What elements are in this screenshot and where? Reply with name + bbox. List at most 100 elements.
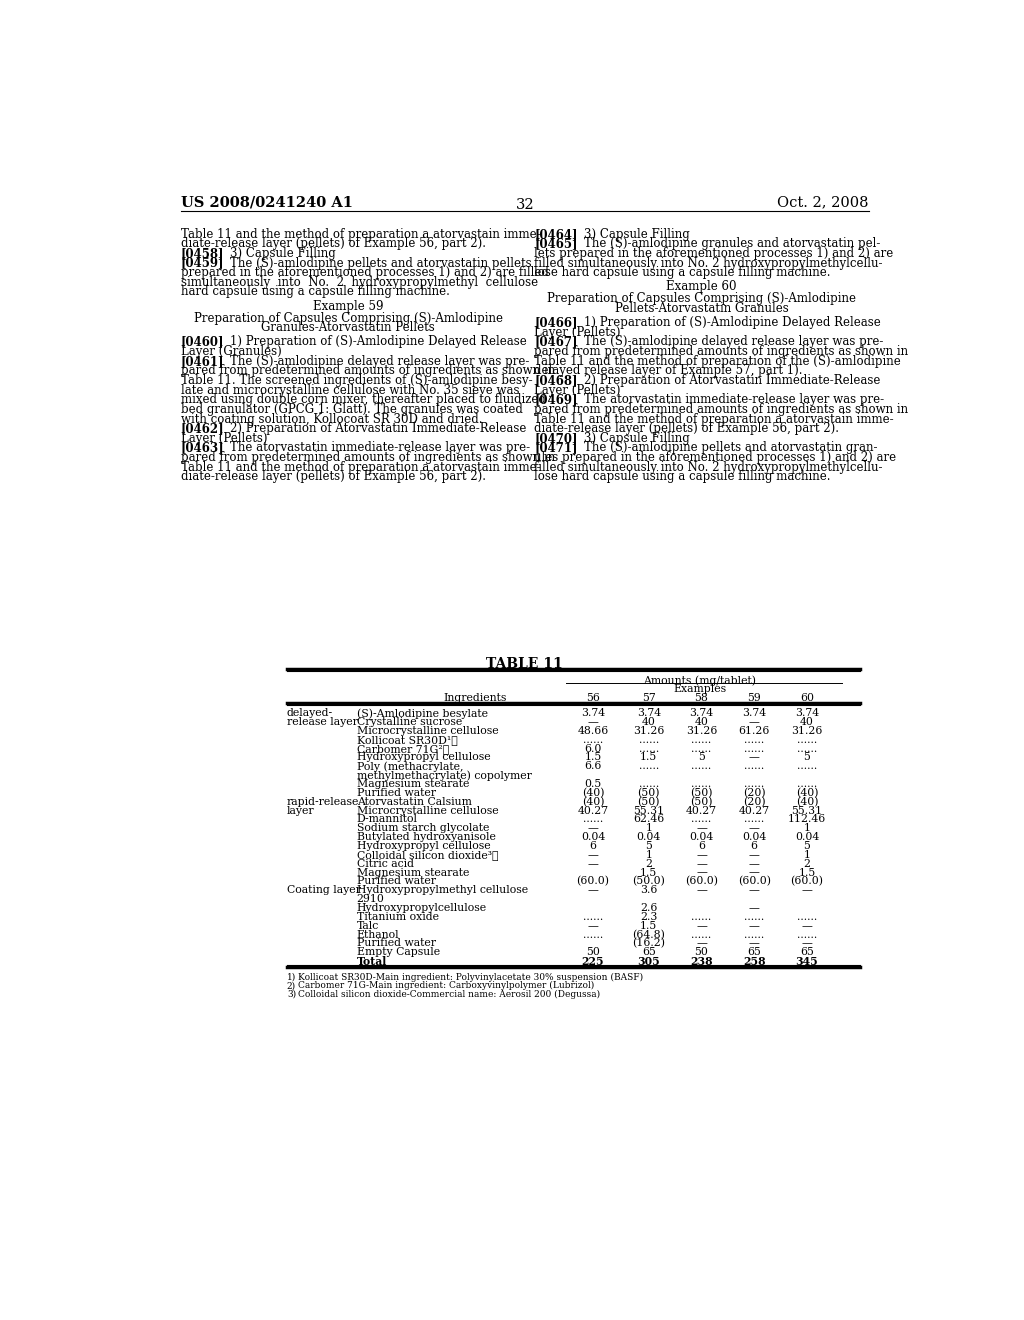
Text: 2: 2 bbox=[645, 859, 652, 869]
Text: —: — bbox=[749, 939, 760, 948]
Text: 1.5: 1.5 bbox=[640, 921, 657, 931]
Text: 1.5: 1.5 bbox=[585, 752, 602, 763]
Text: 225: 225 bbox=[582, 956, 604, 968]
Text: Example 59: Example 59 bbox=[313, 300, 383, 313]
Text: ......: ...... bbox=[583, 929, 603, 940]
Text: 40: 40 bbox=[642, 717, 655, 727]
Text: —: — bbox=[588, 717, 598, 727]
Text: 5: 5 bbox=[804, 841, 810, 851]
Text: 50: 50 bbox=[694, 948, 709, 957]
Text: Ingredients: Ingredients bbox=[443, 693, 507, 702]
Text: Kollicoat SR30D¹⧏: Kollicoat SR30D¹⧏ bbox=[356, 735, 458, 744]
Text: Table 11 and the method of preparation a atorvastain imme-: Table 11 and the method of preparation a… bbox=[180, 227, 541, 240]
Text: 0.04: 0.04 bbox=[581, 832, 605, 842]
Text: [0463]: [0463] bbox=[180, 441, 224, 454]
Text: ......: ...... bbox=[744, 814, 764, 825]
Text: —: — bbox=[696, 886, 707, 895]
Text: 238: 238 bbox=[690, 956, 713, 968]
Text: mixed using double corn mixer, thereafter placed to fluidized: mixed using double corn mixer, thereafte… bbox=[180, 393, 546, 407]
Text: 6: 6 bbox=[698, 841, 705, 851]
Text: delayed-: delayed- bbox=[287, 708, 333, 718]
Text: —: — bbox=[749, 886, 760, 895]
Text: Layer (Pellets): Layer (Pellets) bbox=[535, 384, 621, 396]
Text: (60.0): (60.0) bbox=[577, 876, 609, 887]
Text: Layer (Pellets): Layer (Pellets) bbox=[535, 326, 621, 339]
Text: —: — bbox=[802, 939, 812, 948]
Text: 6.6: 6.6 bbox=[585, 762, 602, 771]
Text: 345: 345 bbox=[796, 956, 818, 968]
Text: The atorvastatin immediate-release layer was pre-: The atorvastatin immediate-release layer… bbox=[568, 393, 884, 407]
Text: [0462]: [0462] bbox=[180, 422, 224, 436]
Text: (64.8): (64.8) bbox=[633, 929, 666, 940]
Text: 3) Capsule Filling: 3) Capsule Filling bbox=[568, 227, 689, 240]
Text: Hydroxypropylcellulose: Hydroxypropylcellulose bbox=[356, 903, 486, 913]
Text: 40: 40 bbox=[694, 717, 709, 727]
Text: Table 11 and the method of preparation of the (S)-amlodipine: Table 11 and the method of preparation o… bbox=[535, 355, 901, 368]
Text: —: — bbox=[802, 886, 812, 895]
Text: The atorvastatin immediate-release layer was pre-: The atorvastatin immediate-release layer… bbox=[215, 441, 530, 454]
Text: [0469]: [0469] bbox=[535, 393, 578, 407]
Text: Carbomer 71G²⧏: Carbomer 71G²⧏ bbox=[356, 743, 449, 754]
Text: Table 11. The screened ingredients of (S)-amlodipine besy-: Table 11. The screened ingredients of (S… bbox=[180, 374, 532, 387]
Text: ......: ...... bbox=[639, 762, 658, 771]
Text: [0464]: [0464] bbox=[535, 227, 578, 240]
Text: 1.5: 1.5 bbox=[799, 867, 815, 878]
Text: delayed release layer of Example 57, part 1).: delayed release layer of Example 57, par… bbox=[535, 364, 803, 378]
Text: ......: ...... bbox=[691, 814, 712, 825]
Text: 55.31: 55.31 bbox=[792, 805, 822, 816]
Text: 65: 65 bbox=[800, 948, 814, 957]
Text: Sodium starch glycolate: Sodium starch glycolate bbox=[356, 824, 489, 833]
Text: 6.0: 6.0 bbox=[585, 743, 602, 754]
Text: 3.74: 3.74 bbox=[795, 708, 819, 718]
Text: [0468]: [0468] bbox=[535, 374, 578, 387]
Text: Hydroxypropylmethyl cellulose: Hydroxypropylmethyl cellulose bbox=[356, 886, 527, 895]
Text: The (S)-amlodipine delayed release layer was pre-: The (S)-amlodipine delayed release layer… bbox=[568, 335, 883, 348]
Text: Talc: Talc bbox=[356, 921, 379, 931]
Text: [0461]: [0461] bbox=[180, 355, 224, 368]
Text: ......: ...... bbox=[639, 743, 658, 754]
Text: —: — bbox=[696, 824, 707, 833]
Text: 3.74: 3.74 bbox=[689, 708, 714, 718]
Text: Carbomer 71G-Main ingredient: Carboxyvinylpolymer (Lubrizol): Carbomer 71G-Main ingredient: Carboxyvin… bbox=[298, 981, 594, 990]
Text: (50): (50) bbox=[638, 788, 660, 799]
Text: (40): (40) bbox=[796, 788, 818, 799]
Text: —: — bbox=[802, 921, 812, 931]
Text: Example 60: Example 60 bbox=[667, 280, 736, 293]
Text: 57: 57 bbox=[642, 693, 655, 702]
Text: pared from predetermined amounts of ingredients as shown in: pared from predetermined amounts of ingr… bbox=[535, 345, 908, 358]
Text: 112.46: 112.46 bbox=[787, 814, 826, 825]
Text: Layer (Granules): Layer (Granules) bbox=[180, 345, 282, 358]
Text: 1.5: 1.5 bbox=[640, 752, 657, 763]
Text: Examples: Examples bbox=[674, 684, 726, 694]
Text: hard capsule using a capsule filling machine.: hard capsule using a capsule filling mac… bbox=[180, 285, 450, 298]
Text: 1.5: 1.5 bbox=[640, 867, 657, 878]
Text: diate-release layer (pellets) of Example 56, part 2).: diate-release layer (pellets) of Example… bbox=[180, 238, 485, 251]
Text: 48.66: 48.66 bbox=[578, 726, 608, 735]
Text: 40.27: 40.27 bbox=[686, 805, 717, 816]
Text: 65: 65 bbox=[642, 948, 655, 957]
Text: 2) Preparation of Atorvastatin Immediate-Release: 2) Preparation of Atorvastatin Immediate… bbox=[568, 374, 880, 387]
Text: bed granulator (GPCG 1: Glatt). The granules was coated: bed granulator (GPCG 1: Glatt). The gran… bbox=[180, 403, 522, 416]
Text: ......: ...... bbox=[691, 743, 712, 754]
Text: (40): (40) bbox=[582, 788, 604, 799]
Text: 0.5: 0.5 bbox=[585, 779, 602, 789]
Text: ......: ...... bbox=[744, 779, 764, 789]
Text: ......: ...... bbox=[691, 929, 712, 940]
Text: —: — bbox=[749, 850, 760, 859]
Text: —: — bbox=[588, 850, 598, 859]
Text: —: — bbox=[749, 824, 760, 833]
Text: 31.26: 31.26 bbox=[686, 726, 717, 735]
Text: 5: 5 bbox=[645, 841, 652, 851]
Text: 3): 3) bbox=[287, 990, 296, 999]
Text: 258: 258 bbox=[742, 956, 766, 968]
Text: ......: ...... bbox=[583, 814, 603, 825]
Text: 1: 1 bbox=[645, 824, 652, 833]
Text: Atorvastatin Calsium: Atorvastatin Calsium bbox=[356, 797, 471, 807]
Text: 3.74: 3.74 bbox=[581, 708, 605, 718]
Text: 2.3: 2.3 bbox=[640, 912, 657, 921]
Text: [0460]: [0460] bbox=[180, 335, 224, 348]
Text: 31.26: 31.26 bbox=[633, 726, 665, 735]
Text: simultaneously  into  No.  2  hydroxypropylmethyl  cellulose: simultaneously into No. 2 hydroxypropylm… bbox=[180, 276, 538, 289]
Text: Table 11 and the method of preparation a atorvastain imme-: Table 11 and the method of preparation a… bbox=[535, 412, 894, 425]
Text: 58: 58 bbox=[694, 693, 709, 702]
